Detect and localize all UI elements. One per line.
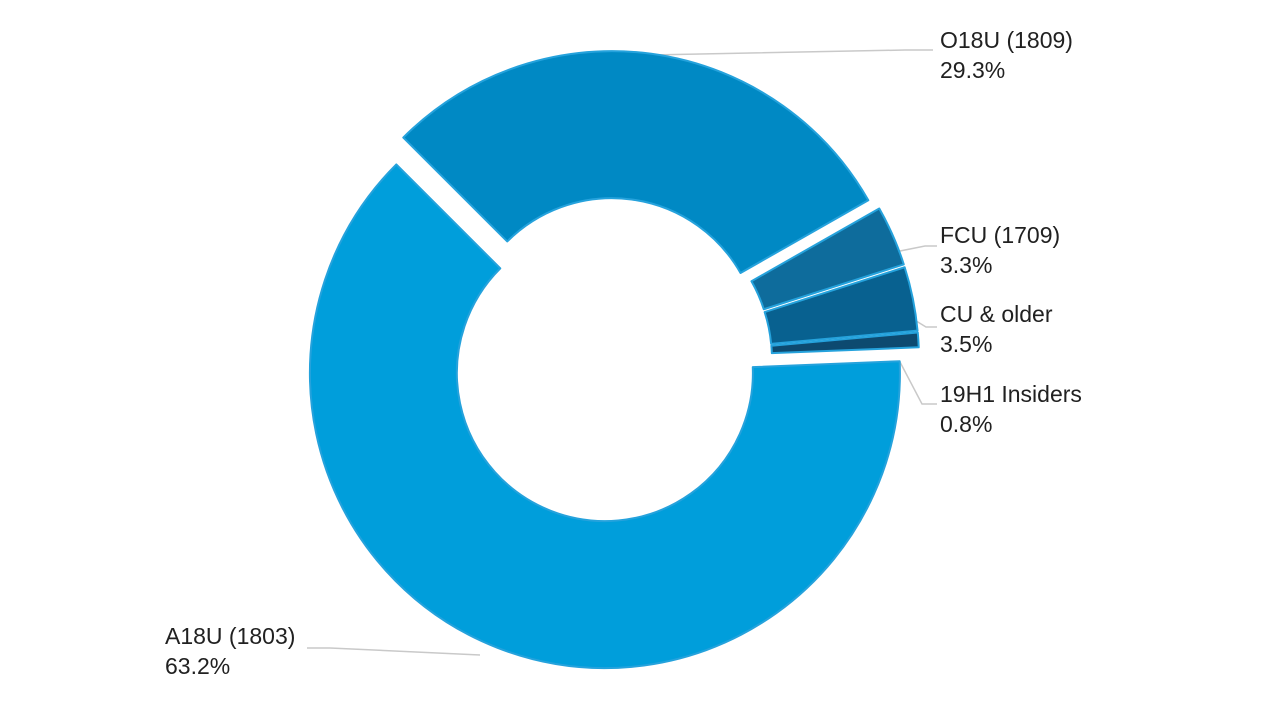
leader-line-a18u-1803	[307, 647, 481, 656]
leader-line-o18u-1809	[649, 49, 933, 56]
slice-value-19h1-insiders: 0.8%	[940, 411, 992, 437]
donut-slice-cu-older[interactable]	[763, 266, 919, 345]
slice-label-19h1-insiders: 19H1 Insiders	[940, 381, 1082, 407]
slice-value-o18u-1809: 29.3%	[940, 57, 1005, 83]
slice-label-fcu-1709: FCU (1709)	[940, 222, 1060, 248]
donut-slice-fcu-1709[interactable]	[750, 207, 905, 311]
slice-value-cu-older: 3.5%	[940, 331, 992, 357]
leader-line-19h1-insiders	[899, 361, 937, 405]
donut-slice-o18u-1809[interactable]	[402, 50, 870, 274]
slice-label-cu-older: CU & older	[940, 301, 1053, 327]
donut-slice-19h1-insiders[interactable]	[770, 331, 920, 355]
slice-value-a18u-1803: 63.2%	[165, 653, 230, 679]
donut-slices	[308, 50, 920, 670]
slice-labels: O18U (1809) 29.3% FCU (1709) 3.3% CU & older…	[165, 27, 1082, 679]
slice-label-a18u-1803: A18U (1803)	[165, 623, 295, 649]
donut-slice-a18u-1803[interactable]	[308, 163, 901, 670]
slice-value-fcu-1709: 3.3%	[940, 252, 992, 278]
slice-label-o18u-1809: O18U (1809)	[940, 27, 1073, 53]
